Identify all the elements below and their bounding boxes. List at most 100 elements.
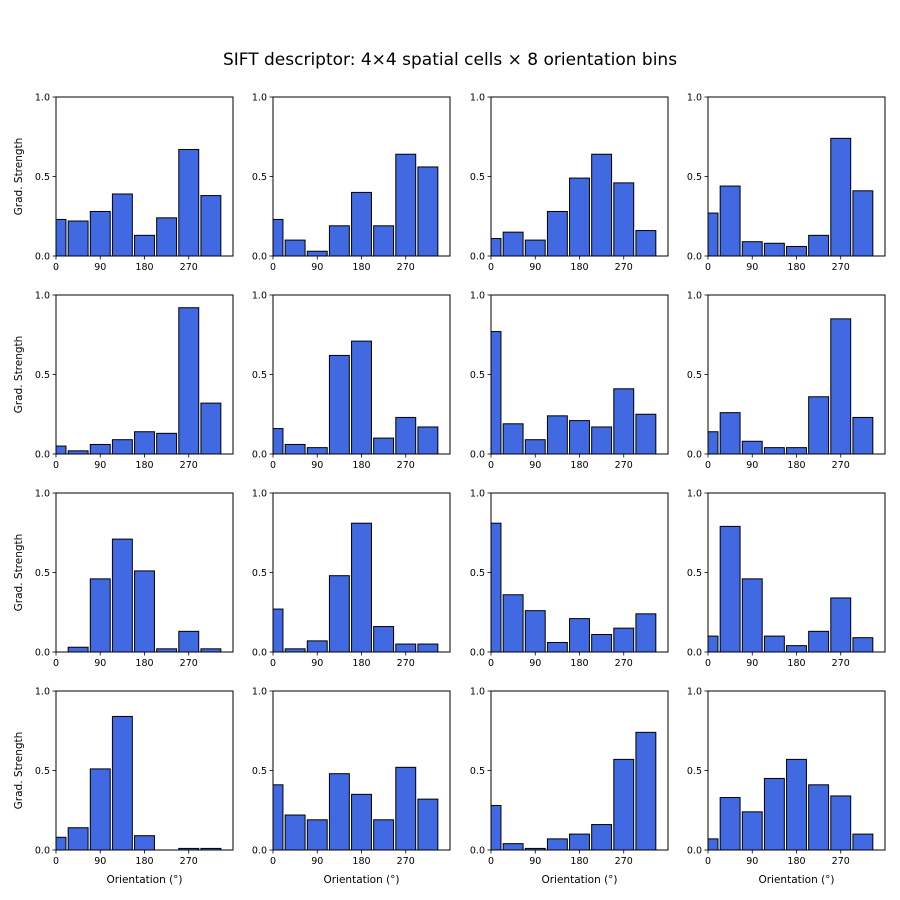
bars (56, 148, 222, 256)
x-tick-label: 0 (270, 262, 276, 273)
x-tick-label: 180 (135, 856, 153, 867)
bar (284, 648, 306, 652)
bar (763, 635, 785, 652)
y-tick-label: 1.0 (687, 93, 702, 104)
subplot-r0-c3: 0.0 0.5 1.0 0 90 180 270 (687, 93, 886, 273)
bars (708, 318, 874, 454)
x-axis-label: Orientation (°) (323, 874, 399, 886)
y-tick-label: 1.0 (470, 291, 485, 302)
bars (708, 137, 874, 256)
y-tick-label: 0.0 (252, 846, 267, 857)
x-tick-label: 90 (311, 460, 323, 471)
bar (351, 340, 372, 454)
bars (273, 522, 439, 652)
x-tick-label: 0 (488, 856, 494, 867)
bar (719, 412, 741, 454)
x-axis-label: Orientation (°) (106, 874, 182, 886)
x-tick-label: 90 (529, 658, 541, 669)
bar (89, 578, 111, 652)
y-tick-label: 0.0 (252, 450, 267, 461)
bar (635, 413, 657, 454)
bar (502, 231, 524, 256)
y-tick-label: 0.5 (35, 172, 50, 183)
y-tick-label: 0.0 (35, 648, 50, 659)
x-tick-label: 180 (787, 856, 805, 867)
bar (89, 210, 111, 256)
x-tick-label: 270 (615, 658, 633, 669)
x-tick-label: 180 (787, 262, 805, 273)
x-tick-label: 90 (311, 658, 323, 669)
bar (569, 833, 590, 850)
bar (613, 388, 635, 454)
bar (741, 811, 763, 850)
y-axis-label: Grad. Strength (13, 138, 25, 216)
bar (569, 420, 590, 454)
bar (613, 182, 635, 256)
x-tick-label: 0 (270, 658, 276, 669)
subplot-r2-c1: 0.0 0.5 1.0 0 90 180 270 (252, 489, 451, 669)
bar (613, 758, 635, 850)
bar (524, 439, 546, 454)
bar (134, 835, 155, 850)
bar (351, 522, 372, 652)
x-tick-label: 270 (832, 460, 850, 471)
bar (111, 715, 133, 850)
bar (67, 220, 89, 256)
chart-title: SIFT descriptor: 4×4 spatial cells × 8 o… (222, 50, 678, 70)
bar (134, 234, 155, 256)
bar (156, 648, 178, 652)
x-tick-label: 90 (746, 262, 758, 273)
bar (156, 432, 178, 454)
y-axis-label: Grad. Strength (13, 732, 25, 810)
bar (635, 731, 657, 850)
bar (502, 423, 524, 454)
bar (111, 193, 133, 256)
y-tick-label: 0.0 (470, 252, 485, 263)
bar (328, 225, 350, 256)
subplot-r2-c2: 0.0 0.5 1.0 0 90 180 270 (470, 489, 669, 669)
bar (351, 191, 372, 256)
x-tick-label: 180 (352, 856, 370, 867)
bars (67, 538, 222, 652)
bar (306, 819, 328, 850)
y-tick-label: 0.0 (687, 648, 702, 659)
bars (491, 331, 657, 454)
subplot-r3-c1: 0.0 0.5 1.0 0 90 180 270 Orientation (°) (252, 687, 451, 886)
bars (708, 758, 874, 850)
bar (395, 766, 417, 850)
bar (786, 447, 807, 454)
y-tick-label: 1.0 (470, 93, 485, 104)
x-tick-label: 0 (270, 460, 276, 471)
bar (808, 784, 830, 850)
y-tick-label: 0.5 (470, 766, 485, 777)
bar (808, 396, 830, 454)
x-tick-label: 90 (746, 856, 758, 867)
subplot-r1-c3: 0.0 0.5 1.0 0 90 180 270 (687, 291, 886, 471)
y-tick-label: 1.0 (35, 489, 50, 500)
y-tick-label: 0.5 (470, 172, 485, 183)
subplot-r0-c0: 0.0 0.5 1.0 0 90 180 270 Grad. Strength (13, 93, 234, 273)
bar (284, 239, 306, 256)
x-tick-label: 270 (832, 856, 850, 867)
bar (830, 318, 852, 454)
y-tick-label: 1.0 (252, 93, 267, 104)
y-tick-label: 0.5 (35, 766, 50, 777)
subplot-r3-c0: 0.0 0.5 1.0 0 90 180 270 Grad. Strength Orientat… (13, 687, 234, 886)
bar (134, 570, 155, 652)
y-tick-label: 0.5 (470, 370, 485, 381)
x-tick-label: 90 (746, 460, 758, 471)
y-tick-label: 0.5 (252, 766, 267, 777)
bars (491, 522, 657, 652)
bar (417, 798, 439, 850)
x-tick-label: 90 (311, 262, 323, 273)
x-tick-label: 270 (180, 658, 198, 669)
y-tick-label: 1.0 (687, 489, 702, 500)
bar (830, 795, 852, 850)
y-tick-label: 0.5 (252, 370, 267, 381)
x-tick-label: 270 (615, 262, 633, 273)
bar (719, 797, 741, 850)
bar (200, 195, 222, 256)
bar (546, 838, 568, 850)
x-tick-label: 90 (94, 262, 106, 273)
